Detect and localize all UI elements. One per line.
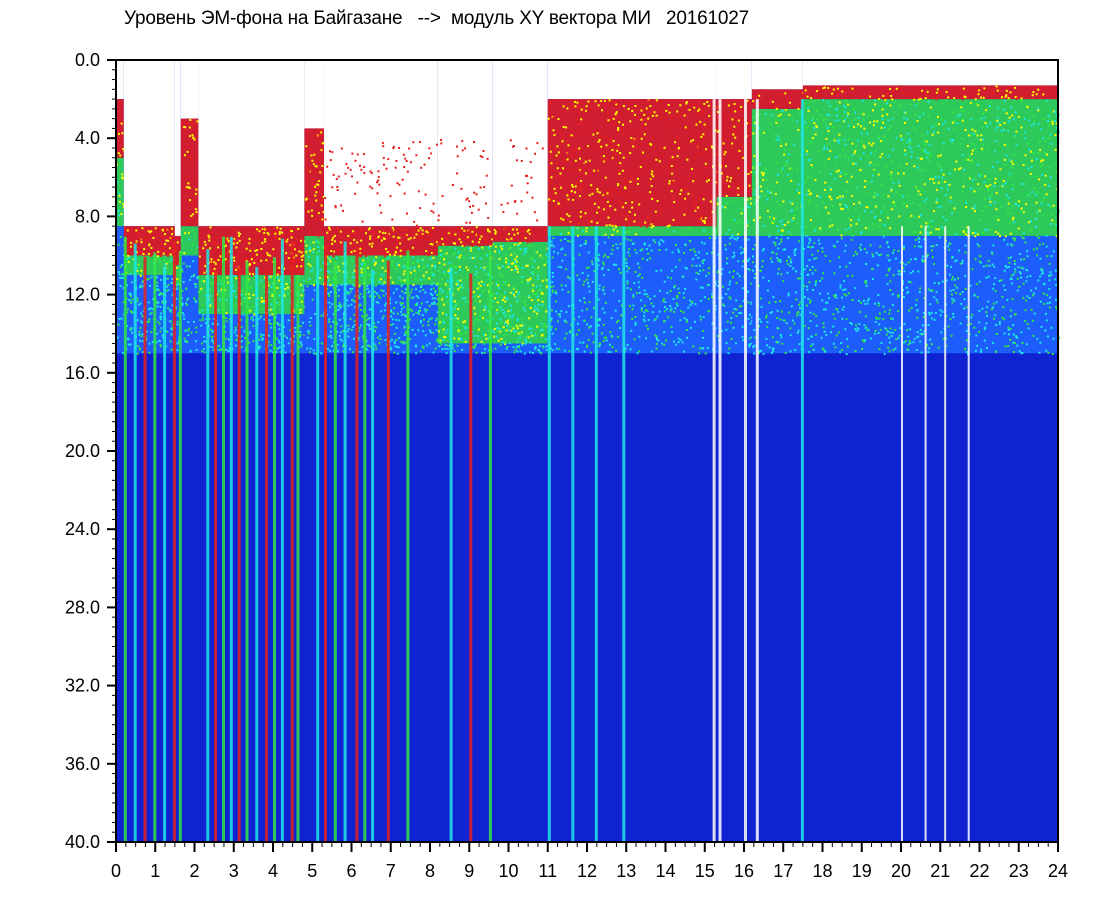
y-tick-label: 28.0 [65, 597, 100, 617]
heatmap-segment [716, 60, 754, 355]
x-tick-label: 6 [346, 861, 356, 881]
x-tick-label: 14 [655, 861, 675, 881]
x-tick-label: 3 [229, 861, 239, 881]
x-tick-label: 19 [852, 861, 872, 881]
x-tick-label: 7 [386, 861, 396, 881]
y-tick-label: 32.0 [65, 676, 100, 696]
x-tick-label: 0 [111, 861, 121, 881]
heatmap-segment [547, 60, 719, 355]
axes: 0.0 4.0 8.0 12.0 16.0 20.0 24.0 28.0 32.0 36.0 40.… [65, 50, 1068, 881]
x-tick-label: 22 [969, 861, 989, 881]
x-tick-label: 18 [812, 861, 832, 881]
x-tick-label: 21 [930, 861, 950, 881]
heatmap-segment [304, 60, 326, 355]
x-tick-label: 5 [307, 861, 317, 881]
y-tick-label: 16.0 [65, 363, 100, 383]
x-tick-label: 13 [616, 861, 636, 881]
heatmap-segment [324, 60, 440, 355]
y-tick-label: 36.0 [65, 754, 100, 774]
heatmap-segment [802, 60, 1060, 356]
y-tick-label: 8.0 [75, 206, 100, 226]
x-tick-label: 1 [150, 861, 160, 881]
plot-area [116, 60, 1060, 843]
heatmap-segment [180, 60, 201, 354]
y-tick-label: 24.0 [65, 519, 100, 539]
x-tick-label: 10 [498, 861, 518, 881]
x-tick-label: 16 [734, 861, 754, 881]
x-tick-label: 20 [891, 861, 911, 881]
sparse-dots [324, 138, 544, 237]
heatmap-segment [123, 60, 177, 355]
x-tick-label: 15 [695, 861, 715, 881]
heatmap-segment [492, 60, 550, 355]
y-tick-label: 4.0 [75, 128, 100, 148]
x-tick-label: 12 [577, 861, 597, 881]
y-tick-label: 40.0 [65, 832, 100, 852]
x-tick-label: 2 [189, 861, 199, 881]
y-tick-label: 20.0 [65, 441, 100, 461]
y-tick-label: 0.0 [75, 50, 100, 70]
impulse-streaks [123, 99, 970, 843]
x-tick-label: 11 [538, 861, 557, 881]
x-tick-label: 4 [268, 861, 278, 881]
heatmap-segment [751, 60, 805, 355]
x-tick-label: 9 [464, 861, 474, 881]
x-tick-label: 23 [1009, 861, 1029, 881]
y-tick-label: 12.0 [65, 285, 100, 305]
chart-title: Уровень ЭМ-фона на Байгазане --> модуль … [124, 8, 749, 29]
x-tick-label: 17 [773, 861, 793, 881]
x-tick-label: 24 [1048, 861, 1068, 881]
x-tick-label: 8 [425, 861, 435, 881]
heatmap-segment [437, 60, 495, 355]
heatmap-segment [198, 60, 307, 355]
